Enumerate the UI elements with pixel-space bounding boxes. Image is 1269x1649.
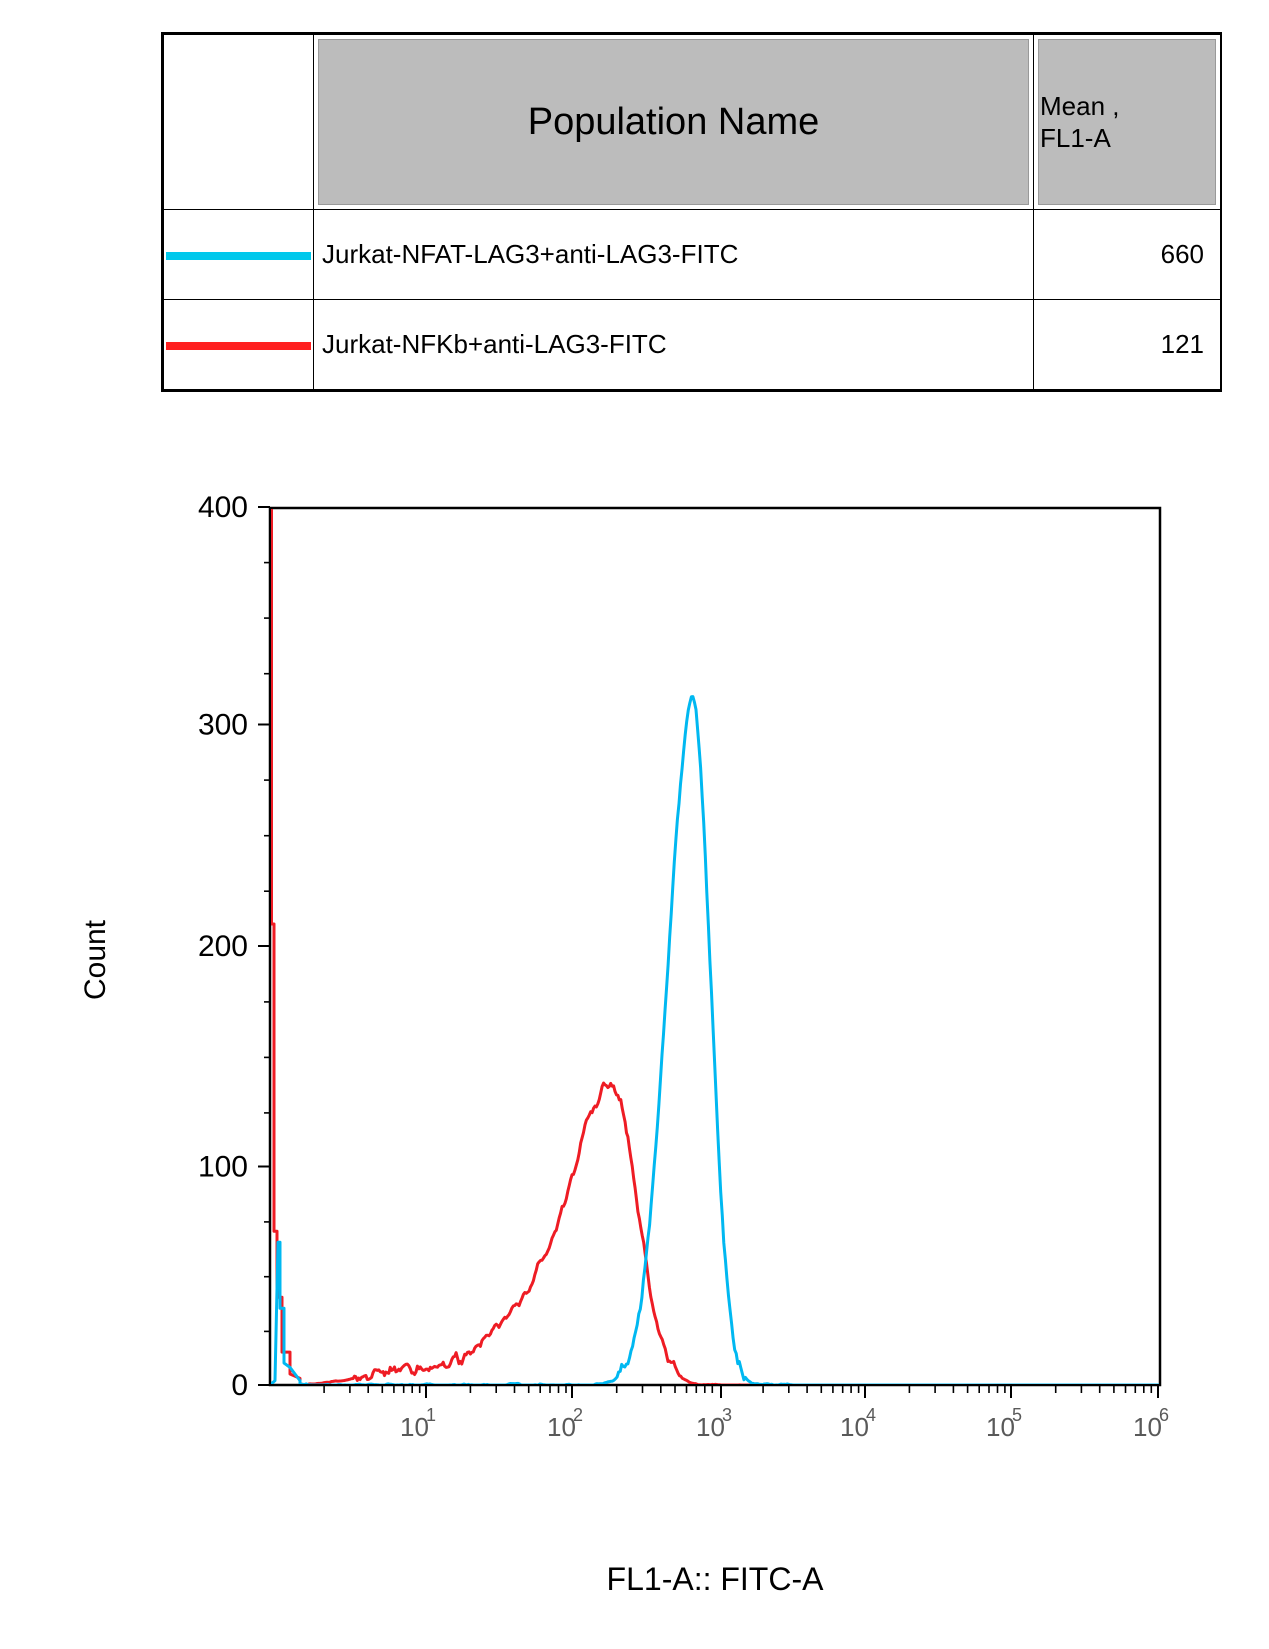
svg-text:10: 10 [1133, 1412, 1162, 1442]
svg-text:Count: Count [79, 919, 112, 1000]
svg-text:400: 400 [198, 491, 248, 524]
svg-text:1: 1 [426, 1405, 436, 1425]
svg-text:3: 3 [722, 1405, 732, 1425]
svg-text:2: 2 [573, 1405, 583, 1425]
svg-text:10: 10 [986, 1412, 1015, 1442]
svg-text:10: 10 [400, 1412, 429, 1442]
svg-text:10: 10 [840, 1412, 869, 1442]
svg-text:200: 200 [198, 930, 248, 963]
svg-text:6: 6 [1159, 1405, 1169, 1425]
svg-text:300: 300 [198, 709, 248, 742]
svg-text:0: 0 [231, 1369, 248, 1402]
svg-text:4: 4 [866, 1405, 876, 1425]
svg-text:10: 10 [547, 1412, 576, 1442]
svg-text:100: 100 [198, 1151, 248, 1184]
svg-text:5: 5 [1012, 1405, 1022, 1425]
svg-text:10: 10 [696, 1412, 725, 1442]
svg-text:FL1-A:: FITC-A: FL1-A:: FITC-A [607, 1561, 825, 1597]
